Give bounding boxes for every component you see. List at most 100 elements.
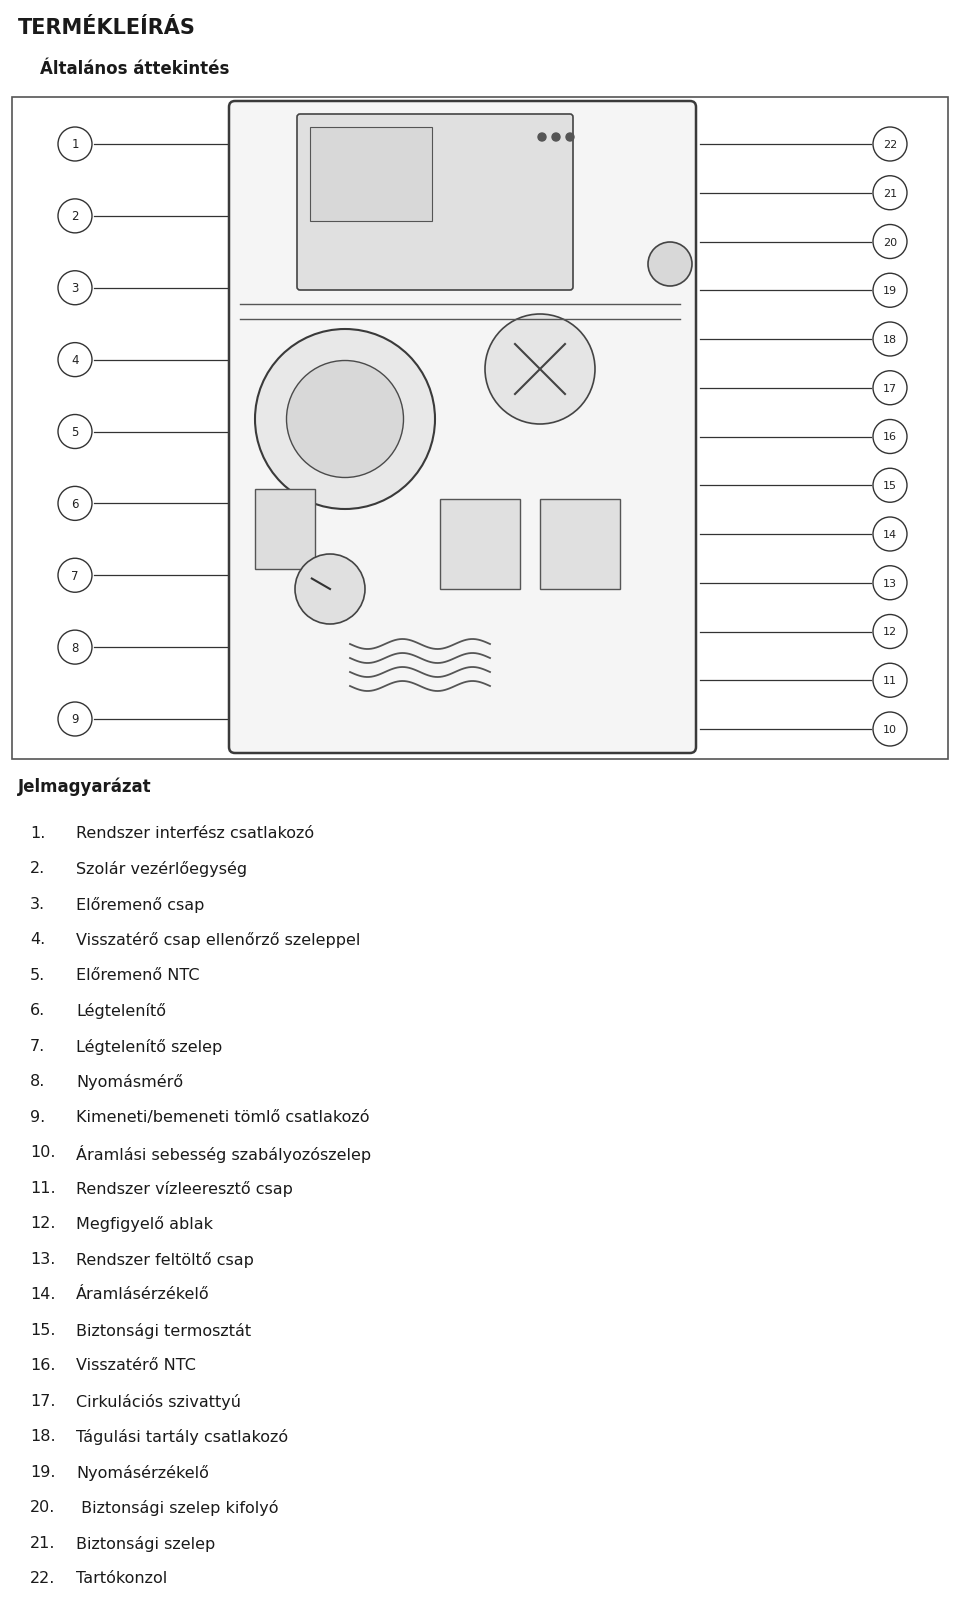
Circle shape bbox=[648, 243, 692, 287]
Text: Jelmagyarázat: Jelmagyarázat bbox=[18, 777, 152, 795]
Circle shape bbox=[873, 566, 907, 601]
Text: 21.: 21. bbox=[30, 1535, 56, 1550]
Circle shape bbox=[58, 703, 92, 737]
Circle shape bbox=[58, 271, 92, 305]
Circle shape bbox=[873, 615, 907, 649]
Text: Légtelenítő: Légtelenítő bbox=[76, 1003, 166, 1019]
Bar bbox=[255, 490, 315, 570]
Text: 6: 6 bbox=[71, 498, 79, 511]
Text: 1.: 1. bbox=[30, 826, 45, 841]
Text: 10.: 10. bbox=[30, 1144, 56, 1160]
Text: Előremenő csap: Előremenő csap bbox=[76, 896, 204, 912]
Text: 20: 20 bbox=[883, 237, 897, 247]
Text: 4.: 4. bbox=[30, 932, 45, 946]
Text: 22: 22 bbox=[883, 140, 898, 149]
Text: 8: 8 bbox=[71, 641, 79, 654]
Circle shape bbox=[538, 135, 546, 141]
Circle shape bbox=[873, 323, 907, 357]
Circle shape bbox=[58, 558, 92, 592]
Text: TERMÉKLEÍRÁS: TERMÉKLEÍRÁS bbox=[18, 18, 196, 37]
Text: 7.: 7. bbox=[30, 1039, 45, 1053]
Circle shape bbox=[873, 664, 907, 698]
Text: Rendszer vízleeresztő csap: Rendszer vízleeresztő csap bbox=[76, 1180, 293, 1196]
Text: 15: 15 bbox=[883, 480, 897, 490]
Text: Biztonsági termosztát: Biztonsági termosztát bbox=[76, 1323, 252, 1339]
Text: Nyomásmérő: Nyomásmérő bbox=[76, 1074, 183, 1089]
Circle shape bbox=[58, 344, 92, 378]
Text: Biztonsági szelep kifolyó: Biztonsági szelep kifolyó bbox=[76, 1500, 278, 1516]
Bar bbox=[310, 128, 431, 221]
Text: Rendszer feltöltő csap: Rendszer feltöltő csap bbox=[76, 1251, 253, 1268]
Text: 16.: 16. bbox=[30, 1358, 56, 1373]
Text: Rendszer interfész csatlakozó: Rendszer interfész csatlakozó bbox=[76, 826, 314, 841]
Text: 12: 12 bbox=[883, 626, 897, 638]
Circle shape bbox=[873, 420, 907, 454]
Text: 7: 7 bbox=[71, 570, 79, 583]
Circle shape bbox=[566, 135, 574, 141]
Bar bbox=[540, 500, 620, 589]
Text: 14: 14 bbox=[883, 529, 897, 540]
Circle shape bbox=[58, 128, 92, 162]
Text: 17: 17 bbox=[883, 383, 897, 393]
Circle shape bbox=[873, 469, 907, 503]
Circle shape bbox=[58, 200, 92, 234]
Text: 2.: 2. bbox=[30, 860, 45, 876]
Text: 1: 1 bbox=[71, 138, 79, 151]
Text: Tartókonzol: Tartókonzol bbox=[76, 1571, 167, 1586]
Text: Előremenő NTC: Előremenő NTC bbox=[76, 967, 200, 982]
Circle shape bbox=[295, 555, 365, 625]
Circle shape bbox=[58, 415, 92, 450]
Text: 8.: 8. bbox=[30, 1074, 45, 1089]
Circle shape bbox=[58, 487, 92, 521]
Text: 22.: 22. bbox=[30, 1571, 56, 1586]
Text: Visszatérő csap ellenőrző szeleppel: Visszatérő csap ellenőrző szeleppel bbox=[76, 932, 360, 948]
Circle shape bbox=[485, 315, 595, 425]
Text: 9.: 9. bbox=[30, 1109, 45, 1125]
Text: Biztonsági szelep: Biztonsági szelep bbox=[76, 1535, 215, 1552]
Circle shape bbox=[873, 274, 907, 308]
Text: 2: 2 bbox=[71, 211, 79, 224]
Bar bbox=[440, 500, 520, 589]
Text: 17.: 17. bbox=[30, 1393, 56, 1409]
Text: 15.: 15. bbox=[30, 1323, 56, 1337]
Text: 3.: 3. bbox=[30, 896, 45, 912]
Text: 19: 19 bbox=[883, 286, 897, 295]
Text: Általános áttekintés: Általános áttekintés bbox=[40, 60, 229, 78]
FancyBboxPatch shape bbox=[297, 115, 573, 291]
Text: 19.: 19. bbox=[30, 1464, 56, 1479]
Text: 10: 10 bbox=[883, 724, 897, 735]
Text: 5.: 5. bbox=[30, 967, 45, 982]
Text: 11.: 11. bbox=[30, 1180, 56, 1195]
Text: Légtelenítő szelep: Légtelenítő szelep bbox=[76, 1039, 223, 1055]
Circle shape bbox=[873, 177, 907, 211]
Text: Cirkulációs szivattyú: Cirkulációs szivattyú bbox=[76, 1393, 241, 1409]
Text: 3: 3 bbox=[71, 282, 79, 295]
Text: 9: 9 bbox=[71, 712, 79, 725]
Text: Áramlási sebesség szabályozószelep: Áramlási sebesség szabályozószelep bbox=[76, 1144, 372, 1162]
Circle shape bbox=[873, 128, 907, 162]
Text: Kimeneti/bemeneti tömlő csatlakozó: Kimeneti/bemeneti tömlő csatlakozó bbox=[76, 1109, 370, 1125]
Text: 16: 16 bbox=[883, 432, 897, 441]
Text: 20.: 20. bbox=[30, 1500, 56, 1514]
Circle shape bbox=[286, 362, 403, 479]
Circle shape bbox=[873, 226, 907, 260]
Circle shape bbox=[552, 135, 560, 141]
Text: 13.: 13. bbox=[30, 1251, 56, 1266]
Text: 12.: 12. bbox=[30, 1216, 56, 1230]
Text: Áramlásérzékelő: Áramlásérzékelő bbox=[76, 1287, 209, 1302]
Text: Megfigyelő ablak: Megfigyelő ablak bbox=[76, 1216, 213, 1232]
Text: Nyomásérzékelő: Nyomásérzékelő bbox=[76, 1464, 209, 1480]
Circle shape bbox=[873, 518, 907, 552]
Text: 5: 5 bbox=[71, 425, 79, 438]
Circle shape bbox=[873, 372, 907, 406]
FancyBboxPatch shape bbox=[229, 102, 696, 753]
Bar bbox=[12, 97, 948, 760]
Circle shape bbox=[58, 631, 92, 665]
Text: 4: 4 bbox=[71, 354, 79, 367]
Circle shape bbox=[873, 712, 907, 747]
Circle shape bbox=[255, 329, 435, 510]
Text: 21: 21 bbox=[883, 188, 897, 198]
Text: Visszatérő NTC: Visszatérő NTC bbox=[76, 1358, 196, 1373]
Text: 6.: 6. bbox=[30, 1003, 45, 1018]
Text: Szolár vezérlőegység: Szolár vezérlőegység bbox=[76, 860, 247, 876]
